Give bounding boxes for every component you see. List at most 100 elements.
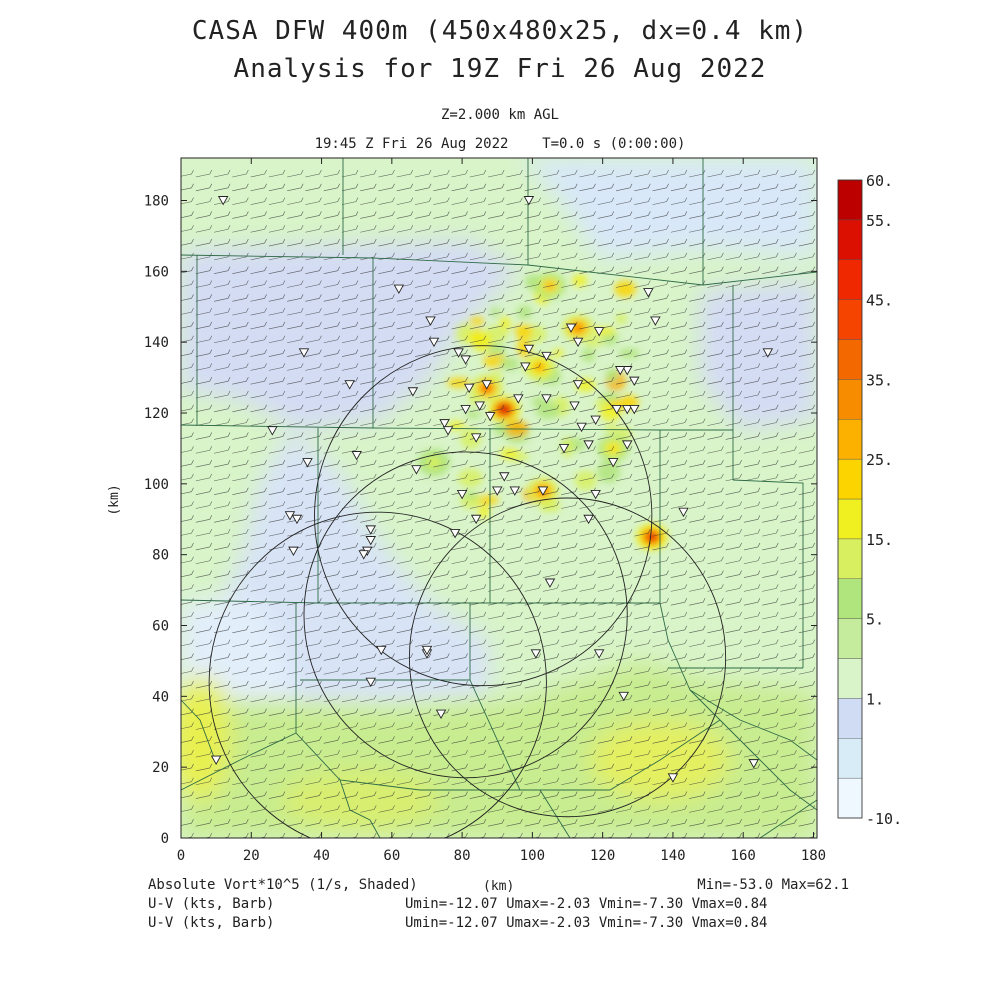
station-marker [460, 405, 471, 415]
y-axis-label: (km) [107, 484, 122, 515]
wind-barb [652, 749, 669, 758]
wind-barb [195, 473, 213, 482]
wind-barb [725, 501, 742, 509]
wind-barb [707, 487, 724, 495]
wind-barb [433, 446, 450, 454]
wind-barb [725, 197, 742, 205]
wind-barb [561, 197, 578, 205]
wind-barb [341, 487, 359, 495]
wind-barb [451, 211, 468, 219]
wind-barb [762, 294, 779, 302]
wind-barb [396, 653, 414, 661]
wind-barb [414, 294, 432, 302]
wind-barb [743, 390, 761, 399]
wind-barb [341, 584, 359, 592]
vorticity-cell [490, 307, 501, 317]
wind-barb [396, 598, 414, 606]
wind-barb [451, 335, 468, 344]
station-marker [621, 405, 633, 415]
wind-barb [707, 211, 724, 219]
wind-barb [780, 639, 797, 647]
wind-barb [268, 528, 286, 537]
wind-barb [725, 487, 742, 495]
wind-barb [806, 832, 816, 838]
wind-barb [268, 722, 286, 730]
wind-barb [305, 487, 322, 495]
wind-barb [524, 667, 541, 675]
wind-barb [378, 722, 395, 730]
wind-barb [341, 280, 359, 288]
wind-barb [798, 791, 816, 799]
wind-barb [414, 722, 432, 730]
wind-barb [542, 169, 560, 178]
vorticity-cell [478, 505, 490, 519]
wind-barb [488, 722, 505, 730]
wind-barb [780, 556, 797, 565]
wind-barb [268, 225, 286, 233]
wind-barb [743, 584, 761, 592]
wind-barb [378, 446, 395, 454]
wind-barb [506, 446, 523, 454]
wind-barb [542, 404, 560, 413]
wind-barb [378, 611, 395, 620]
wind-barb [597, 432, 615, 440]
wind-barb [524, 722, 541, 730]
wind-barb [287, 708, 304, 716]
wind-barb [634, 625, 651, 634]
wind-barb [634, 307, 651, 316]
wind-barb [433, 169, 450, 178]
wind-barb [689, 749, 706, 758]
wind-barb [762, 335, 779, 344]
county-line [540, 719, 721, 791]
wind-barb [524, 183, 541, 192]
wind-barb [762, 598, 779, 606]
wind-barb [268, 418, 286, 426]
wind-barb [524, 611, 541, 620]
colorbar-label: 45. [866, 292, 893, 310]
wind-barb [561, 694, 578, 703]
wind-barb [542, 459, 560, 468]
wind-barb [743, 501, 761, 509]
wind-barb [634, 611, 651, 620]
station-marker [407, 387, 419, 397]
wind-barb [305, 542, 322, 551]
wind-barb [561, 307, 578, 316]
wind-barb [195, 321, 213, 330]
colorbar-swatch [837, 698, 863, 739]
wind-barb [232, 777, 249, 786]
wind-barb [725, 225, 742, 233]
wind-barb [634, 805, 651, 813]
wind-barb [305, 777, 322, 786]
wind-barb [634, 294, 651, 302]
station-marker [210, 755, 222, 766]
wind-barb [561, 625, 578, 634]
wind-barb [597, 515, 615, 523]
wind-barb [762, 639, 779, 647]
wind-barb [195, 238, 213, 247]
wind-barb [707, 653, 724, 661]
wind-barb [451, 473, 468, 482]
wind-barb [798, 736, 816, 744]
wind-barb [743, 763, 761, 772]
wind-barb [615, 515, 633, 523]
wind-barb [488, 183, 505, 192]
wind-barb [232, 667, 249, 675]
wind-barb [378, 487, 395, 495]
wind-barb [670, 749, 688, 758]
wind-barb [725, 722, 742, 730]
wind-barb [579, 473, 596, 482]
wind-barb [305, 225, 322, 233]
wind-barb [368, 832, 377, 838]
wind-barb [451, 639, 468, 647]
wind-barb [232, 377, 249, 385]
wind-barb [323, 307, 340, 316]
wind-barb [181, 390, 194, 398]
wind-barb [195, 611, 213, 620]
wind-barb [268, 377, 286, 385]
wind-barb [360, 556, 377, 565]
wind-barb [360, 722, 377, 730]
wind-barb [341, 238, 359, 247]
wind-barb [181, 169, 194, 177]
wind-barb [433, 335, 450, 344]
wind-barb [414, 749, 432, 758]
